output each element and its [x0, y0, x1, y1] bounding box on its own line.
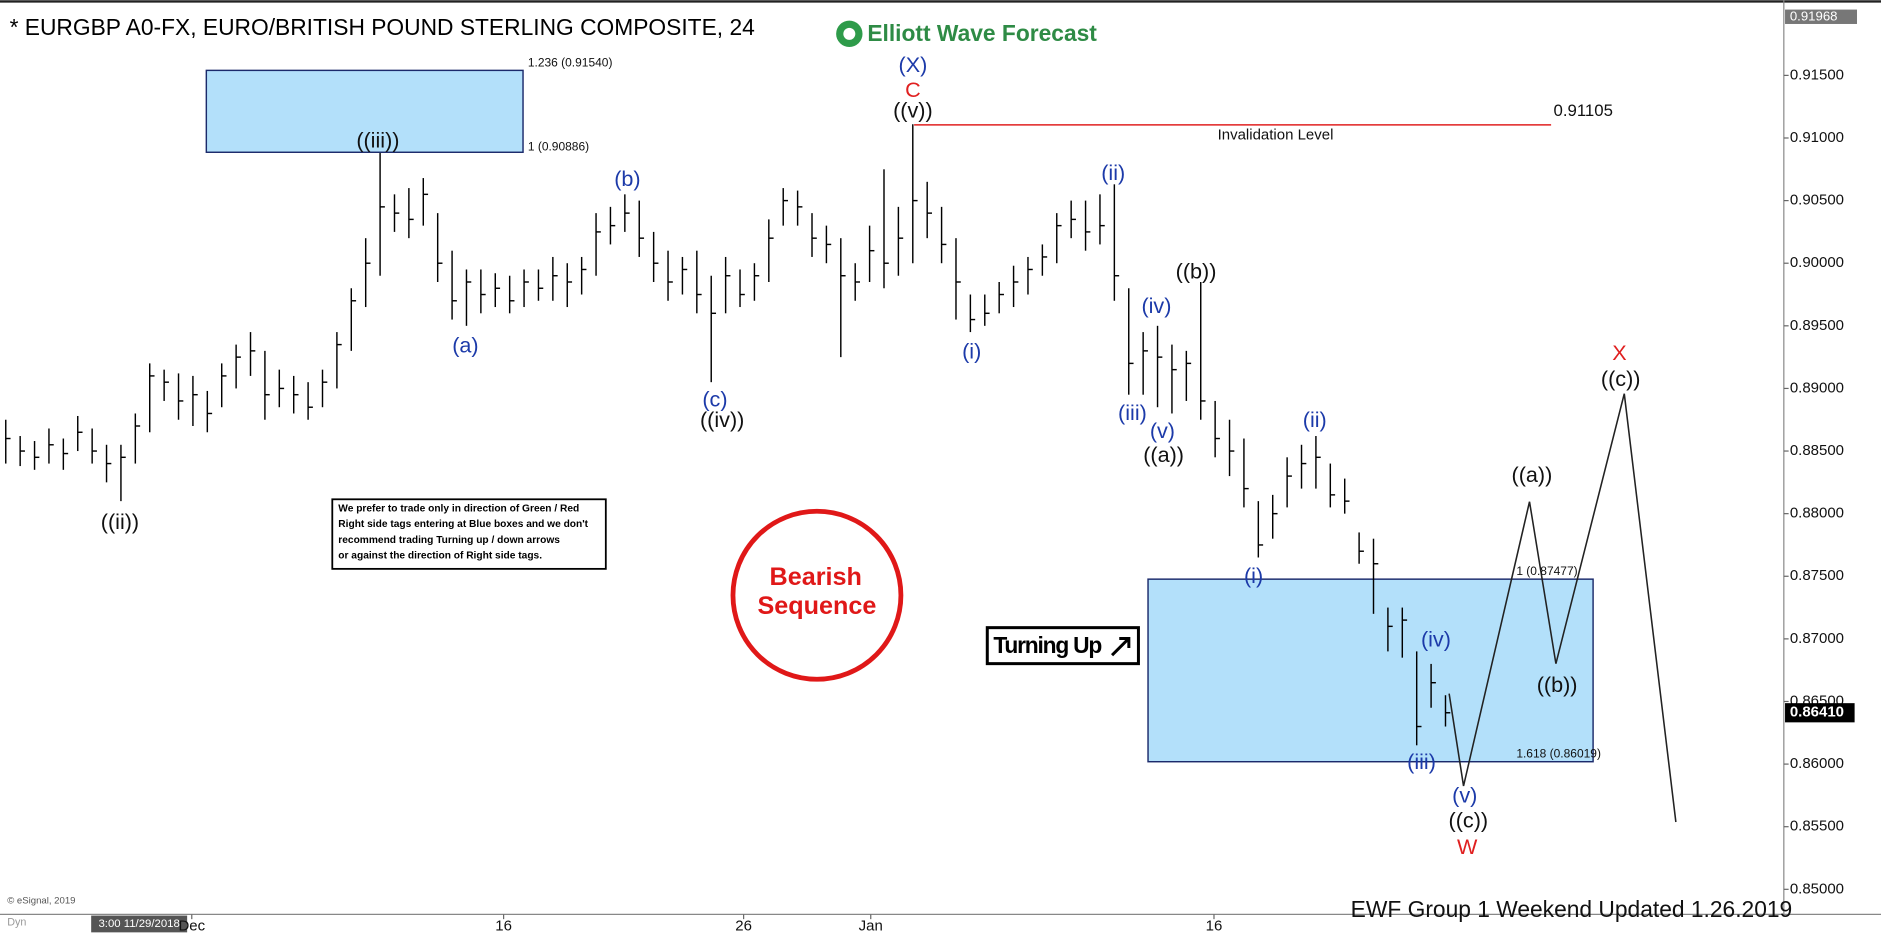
wave-label: (iii): [1118, 400, 1147, 425]
x-tick-label: 16: [1206, 917, 1223, 934]
y-tick-label: 0.91000: [1790, 129, 1844, 146]
turning-up: Turning Up: [985, 626, 1140, 666]
y-tick-label: 0.85500: [1790, 818, 1844, 835]
y-tick-label: 0.88000: [1790, 505, 1844, 522]
y-tick-label: 0.89000: [1790, 379, 1844, 396]
fib-box: [205, 69, 524, 153]
wave-label: ((v)): [893, 98, 933, 123]
wave-label: ((a)): [1143, 442, 1184, 467]
x-tick-label: 26: [735, 917, 752, 934]
turning-box: [985, 626, 1140, 666]
y-tick-label: 0.87000: [1790, 630, 1844, 647]
turning-arrow: [1110, 636, 1131, 657]
wave-label: (c): [702, 387, 727, 412]
top-price-box: [1785, 9, 1858, 24]
wave-label: (ii): [1303, 407, 1327, 432]
badge-text: Bearish: [770, 563, 862, 591]
brand-icon-inner: [843, 27, 856, 40]
wave-label: (iii): [1407, 749, 1436, 774]
wave-label: (i): [1244, 563, 1263, 588]
x-tick-label: Jan: [859, 917, 883, 934]
last-price-label: 0.86410: [1790, 704, 1844, 721]
note-line: or against the direction of Right side t…: [338, 550, 542, 561]
projection-path: [1448, 393, 1677, 823]
turning-text: Turning Up: [993, 632, 1101, 658]
note-line: recommend trading Turning up / down arro…: [338, 535, 560, 546]
wave-label: (v): [1452, 782, 1477, 807]
badge-text: Sequence: [757, 592, 876, 620]
y-tick-label: 0.86000: [1790, 755, 1844, 772]
wave-label: ((iv)): [700, 407, 744, 432]
fib-box: [1147, 578, 1594, 763]
wave-label: (b): [614, 166, 640, 191]
wave-label: C: [905, 77, 921, 102]
y-tick-label: 0.85000: [1790, 880, 1844, 897]
wave-label: ((c)): [1601, 366, 1641, 391]
copyright: © eSignal, 2019: [7, 896, 75, 907]
chart-title: * EURGBP A0-FX, EURO/BRITISH POUND STERL…: [10, 14, 755, 40]
badge-circle: [730, 508, 904, 682]
wave-label: W: [1457, 834, 1478, 859]
wave-label: ((c)): [1449, 808, 1489, 833]
bearish-badge: Bearish Sequence: [730, 508, 904, 682]
footer: EWF Group 1 Weekend Updated 1.26.2019: [1351, 896, 1793, 922]
wave-label: (ii): [1101, 160, 1125, 185]
invalidation-price: 0.91105: [1554, 101, 1613, 120]
fib-label: 1.236 (0.91540): [528, 55, 613, 69]
wave-label: ((b)): [1176, 258, 1217, 283]
wave-label: ((iii)): [356, 128, 399, 153]
wave-label: (iv): [1421, 627, 1451, 652]
fib-boxes: [205, 69, 1594, 763]
x-tick-label: 16: [495, 917, 512, 934]
fib-label: 1 (0.87477): [1516, 564, 1577, 578]
fib-label: 1 (0.90886): [528, 140, 589, 154]
dyn-label: Dyn: [7, 917, 26, 929]
wave-label: X: [1612, 340, 1626, 365]
top-price-label: 0.91968: [1790, 8, 1838, 23]
note: We prefer to trade only in direction of …: [331, 498, 607, 570]
wave-label: (v): [1150, 418, 1175, 443]
wave-label: (i): [962, 339, 981, 364]
wave-label: ((a)): [1512, 462, 1553, 487]
wave-label: ((ii)): [101, 509, 139, 534]
brand-text: Elliott Wave Forecast: [867, 20, 1097, 46]
fib-label: 1.618 (0.86019): [1516, 747, 1601, 761]
cursor-label: 3:00 11/29/2018: [98, 918, 179, 930]
wave-label: (a): [452, 333, 478, 358]
note-line: We prefer to trade only in direction of …: [338, 504, 579, 515]
cursor-box: [91, 915, 188, 933]
y-tick-label: 0.89500: [1790, 317, 1844, 334]
price-bars: [5, 124, 1451, 746]
wave-label: ((b)): [1537, 672, 1578, 697]
last-price-box: [1785, 703, 1855, 723]
note-line: Right side tags entering at Blue boxes a…: [338, 519, 588, 530]
note-box: [331, 498, 607, 570]
brand: Elliott Wave Forecast: [836, 20, 1097, 48]
y-tick-label: 0.90500: [1790, 192, 1844, 209]
invalidation-text: Invalidation Level: [1218, 127, 1334, 144]
y-tick-label: 0.91500: [1790, 66, 1844, 83]
y-tick-label: 0.87500: [1790, 567, 1844, 584]
wave-label: (iv): [1141, 293, 1171, 318]
wave-label: (X): [899, 52, 928, 77]
x-tick-label: Dec: [178, 917, 205, 934]
y-tick-label: 0.90000: [1790, 254, 1844, 271]
y-tick-label: 0.88500: [1790, 442, 1844, 459]
